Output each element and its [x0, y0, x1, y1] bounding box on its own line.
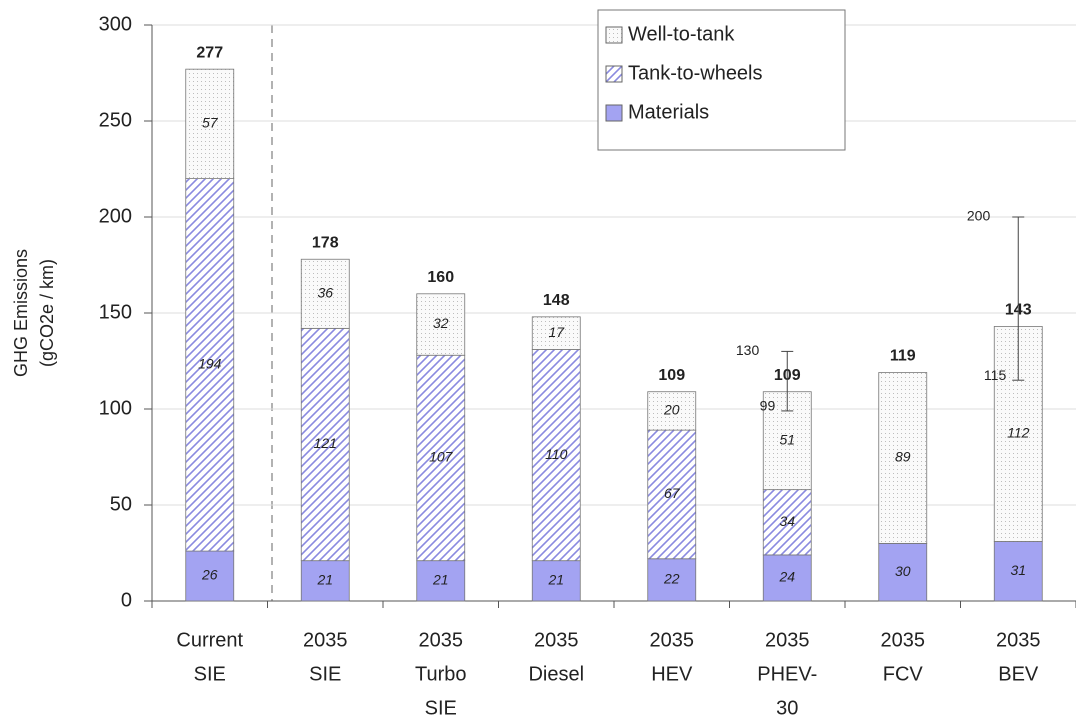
segment-label: 110: [545, 446, 568, 462]
x-tick-label: SIE: [425, 697, 457, 719]
legend-label: Materials: [628, 101, 709, 123]
y-tick-label: 300: [99, 13, 132, 35]
total-label: 119: [890, 348, 916, 365]
x-tick-label: Current: [176, 629, 243, 651]
x-tick-label: 2035: [303, 629, 348, 651]
segment-label: 21: [432, 572, 449, 588]
segment-label: 20: [663, 402, 680, 418]
segment-label: 89: [895, 449, 911, 465]
bar-segment: [300, 560, 350, 602]
y-axis-label: GHG Emissions: [11, 249, 31, 377]
segment-label: 107: [429, 449, 454, 465]
segment-label: 21: [316, 572, 333, 588]
x-tick-label: 2035: [996, 629, 1041, 651]
segment-label: 22: [663, 571, 680, 587]
x-tick-label: 2035: [881, 629, 926, 651]
segment-label: 30: [895, 563, 911, 579]
segment-label: 26: [201, 567, 218, 583]
legend-label: Well-to-tank: [628, 23, 735, 45]
bar-segment: [762, 489, 812, 556]
bar-segment: [416, 560, 466, 602]
bar-segment: [531, 349, 581, 562]
bar-segment: [300, 258, 350, 329]
total-label: 160: [427, 269, 454, 286]
legend-swatch: [605, 65, 623, 83]
x-tick-label: 30: [776, 697, 798, 719]
x-tick-label: 2035: [534, 629, 579, 651]
y-tick-label: 250: [99, 109, 132, 131]
bar-segment: [531, 316, 581, 350]
bar-segment: [647, 391, 697, 431]
y-tick-label: 50: [110, 493, 132, 515]
y-tick-label: 200: [99, 205, 132, 227]
y-tick-label: 0: [121, 589, 132, 611]
x-tick-label: SIE: [194, 663, 226, 685]
segment-label: 24: [778, 569, 795, 585]
x-tick-label: 2035: [765, 629, 810, 651]
segment-label: 31: [1010, 562, 1026, 578]
error-label: 99: [760, 398, 776, 414]
bar-segment: [647, 429, 697, 560]
legend-swatch: [605, 26, 623, 44]
legend-box: [597, 9, 846, 151]
x-tick-label: Turbo: [415, 663, 467, 685]
segment-label: 21: [547, 572, 564, 588]
segment-label: 36: [317, 285, 333, 301]
error-label: 115: [984, 367, 1007, 383]
total-label: 148: [543, 292, 570, 309]
segment-label: 32: [433, 315, 449, 331]
y-tick-label: 100: [99, 397, 132, 419]
segment-label: 194: [198, 356, 222, 372]
total-label: 178: [312, 234, 339, 251]
bar-segment: [878, 543, 928, 602]
bar-segment: [878, 372, 928, 544]
x-tick-label: Diesel: [528, 663, 584, 685]
legend-swatch: [605, 104, 623, 122]
x-tick-label: HEV: [651, 663, 693, 685]
bar-segment: [647, 558, 697, 602]
segment-label: 121: [314, 435, 337, 451]
bar-segment: [762, 554, 812, 602]
bar-segment: [993, 541, 1043, 602]
segment-label: 17: [548, 324, 565, 340]
x-tick-label: PHEV-: [757, 663, 817, 685]
legend-label: Tank-to-wheels: [628, 62, 763, 84]
bar-segment: [185, 178, 235, 552]
error-label: 130: [736, 342, 760, 358]
total-label: 277: [196, 44, 223, 61]
error-label: 200: [967, 208, 991, 224]
bar-segment: [531, 560, 581, 602]
x-tick-label: 2035: [419, 629, 464, 651]
x-tick-label: 2035: [650, 629, 695, 651]
total-label: 109: [658, 367, 685, 384]
segment-label: 57: [202, 115, 219, 131]
segment-label: 67: [664, 485, 681, 501]
bar-segment: [185, 550, 235, 602]
bar-segment: [416, 354, 466, 562]
x-tick-label: FCV: [883, 663, 924, 685]
segment-label: 51: [779, 431, 795, 447]
x-tick-label: SIE: [309, 663, 341, 685]
bar-segment: [416, 293, 466, 356]
y-axis-label: (gCO2e / km): [37, 259, 57, 367]
segment-label: 34: [779, 513, 795, 529]
segment-label: 112: [1007, 425, 1030, 441]
bar-segment: [185, 68, 235, 180]
x-tick-label: BEV: [998, 663, 1039, 685]
y-tick-label: 150: [99, 301, 132, 323]
